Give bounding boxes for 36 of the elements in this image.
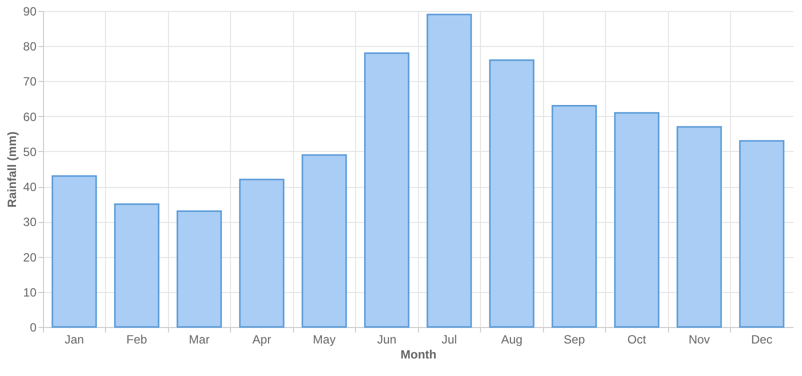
y-axis-title: Rainfall (mm) (5, 131, 20, 208)
y-tick-label: 70 (23, 74, 37, 89)
y-tick-label: 90 (23, 4, 37, 18)
x-tick-label: Mar (188, 332, 210, 346)
x-tick-label: Jun (377, 332, 396, 346)
x-tick-label: Dec (751, 332, 772, 346)
bar (302, 154, 347, 328)
x-tick-label: Jan (64, 332, 84, 346)
y-tick-label: 50 (23, 144, 37, 159)
bar (239, 178, 284, 328)
bar (552, 105, 597, 328)
x-tick-label: Nov (688, 332, 710, 346)
y-tick-label: 10 (23, 285, 37, 300)
y-tick-label: 20 (23, 250, 37, 264)
y-tick-label: 0 (30, 320, 37, 334)
y-tick-label: 30 (23, 215, 37, 230)
x-tick-label: Sep (564, 332, 586, 346)
x-tick-label: Aug (501, 332, 522, 346)
bar (176, 210, 222, 328)
x-tick-label: May (312, 332, 336, 346)
y-tick-label: 60 (23, 110, 37, 124)
x-tick-label: Jul (442, 332, 457, 346)
bar (114, 203, 160, 328)
bar (614, 112, 660, 328)
bar (364, 52, 410, 328)
x-tick-label: Apr (252, 332, 272, 346)
x-axis-title: Month (400, 348, 436, 362)
x-tick-label: Oct (627, 332, 647, 346)
bar (676, 126, 722, 328)
y-tick-label: 40 (23, 180, 37, 194)
bar (739, 140, 784, 328)
y-tick-label: 80 (23, 40, 37, 54)
x-tick-label: Feb (126, 332, 148, 346)
bar (426, 14, 472, 328)
bar (489, 59, 534, 328)
bar (52, 175, 97, 328)
